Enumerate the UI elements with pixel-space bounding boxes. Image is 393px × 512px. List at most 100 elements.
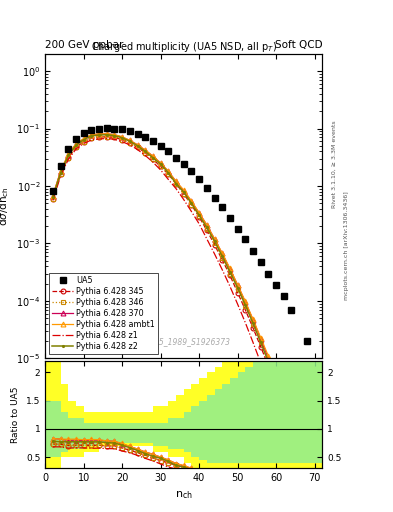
UA5 [127,128,132,134]
Pythia 6.428 ambt1 [182,187,186,193]
Pythia 6.428 z1 [189,208,194,215]
Pythia 6.428 z2 [66,153,71,159]
Pythia 6.428 370 [258,336,263,342]
Pythia 6.428 z2 [135,143,140,149]
Pythia 6.428 z2 [143,148,148,155]
UA5 [197,176,202,182]
Pythia 6.428 346 [97,134,101,140]
Pythia 6.428 345 [266,363,271,369]
Pythia 6.428 ambt1 [274,373,279,379]
Pythia 6.428 z1 [51,198,55,204]
Legend: UA5, Pythia 6.428 345, Pythia 6.428 346, Pythia 6.428 370, Pythia 6.428 ambt1, P: UA5, Pythia 6.428 345, Pythia 6.428 346,… [49,273,158,354]
Pythia 6.428 345 [182,191,186,197]
Pythia 6.428 z1 [220,267,224,273]
Pythia 6.428 z1 [143,153,148,159]
Pythia 6.428 ambt1 [105,131,109,137]
Pythia 6.428 z2 [197,212,202,218]
Pythia 6.428 370 [235,282,240,288]
UA5 [143,134,148,140]
Pythia 6.428 346 [228,270,232,276]
Pythia 6.428 370 [58,168,63,175]
Pythia 6.428 ambt1 [51,193,55,199]
Pythia 6.428 ambt1 [81,136,86,142]
Pythia 6.428 z2 [158,161,163,167]
Pythia 6.428 345 [105,134,109,140]
Pythia 6.428 ambt1 [220,250,224,256]
Text: UA5_1989_S1926373: UA5_1989_S1926373 [148,337,230,346]
Pythia 6.428 z2 [189,200,194,206]
Pythia 6.428 ambt1 [166,168,171,175]
Pythia 6.428 345 [135,144,140,151]
Pythia 6.428 345 [235,289,240,295]
UA5 [51,188,55,194]
Pythia 6.428 345 [81,139,86,145]
Pythia 6.428 346 [204,226,209,232]
Line: Pythia 6.428 346: Pythia 6.428 346 [50,134,294,427]
X-axis label: n$_\mathsf{ch}$: n$_\mathsf{ch}$ [175,489,193,501]
Pythia 6.428 345 [281,404,286,411]
Pythia 6.428 z2 [228,269,232,275]
Pythia 6.428 346 [266,358,271,365]
Pythia 6.428 345 [112,134,117,140]
Pythia 6.428 z2 [212,238,217,244]
Pythia 6.428 370 [97,131,101,137]
UA5 [81,130,86,136]
Pythia 6.428 345 [58,171,63,177]
Pythia 6.428 345 [289,426,294,433]
Pythia 6.428 345 [66,155,71,161]
Pythia 6.428 370 [81,136,86,142]
Pythia 6.428 ambt1 [97,131,101,137]
Pythia 6.428 z2 [151,155,155,161]
Pythia 6.428 346 [135,144,140,151]
Pythia 6.428 346 [158,163,163,169]
Pythia 6.428 ambt1 [204,222,209,228]
Pythia 6.428 345 [151,156,155,162]
Pythia 6.428 z1 [112,136,117,142]
Pythia 6.428 ambt1 [120,134,125,140]
Pythia 6.428 z2 [112,133,117,139]
Pythia 6.428 370 [89,132,94,138]
Pythia 6.428 370 [73,141,78,147]
Pythia 6.428 345 [89,135,94,141]
UA5 [204,185,209,191]
Pythia 6.428 346 [81,139,86,145]
Pythia 6.428 370 [251,317,255,323]
Pythia 6.428 z2 [220,253,224,259]
Pythia 6.428 z1 [197,221,202,227]
Pythia 6.428 345 [73,144,78,151]
Pythia 6.428 346 [212,241,217,247]
Pythia 6.428 z1 [135,146,140,153]
Pythia 6.428 ambt1 [258,334,263,340]
Pythia 6.428 370 [182,187,186,194]
UA5 [89,126,94,133]
Pythia 6.428 346 [66,155,71,161]
Pythia 6.428 346 [127,140,132,146]
Pythia 6.428 345 [243,307,248,313]
Pythia 6.428 z1 [151,159,155,165]
Pythia 6.428 346 [89,135,94,141]
UA5 [305,338,309,344]
Pythia 6.428 ambt1 [174,178,178,184]
Pythia 6.428 ambt1 [289,415,294,421]
Pythia 6.428 z2 [58,169,63,176]
Pythia 6.428 346 [73,144,78,151]
Pythia 6.428 346 [174,181,178,187]
Pythia 6.428 345 [120,137,125,143]
Pythia 6.428 370 [120,134,125,140]
Pythia 6.428 z1 [158,167,163,173]
Pythia 6.428 345 [127,140,132,146]
Pythia 6.428 z1 [182,197,186,203]
Pythia 6.428 z1 [81,140,86,146]
UA5 [120,126,125,133]
Pythia 6.428 z1 [243,319,248,326]
Pythia 6.428 370 [151,153,155,159]
Pythia 6.428 346 [235,286,240,292]
Pythia 6.428 346 [105,134,109,140]
UA5 [182,161,186,167]
Pythia 6.428 345 [220,257,224,263]
UA5 [58,163,63,169]
Pythia 6.428 346 [274,378,279,385]
Pythia 6.428 346 [258,339,263,346]
Pythia 6.428 346 [243,303,248,309]
Pythia 6.428 ambt1 [243,298,248,305]
